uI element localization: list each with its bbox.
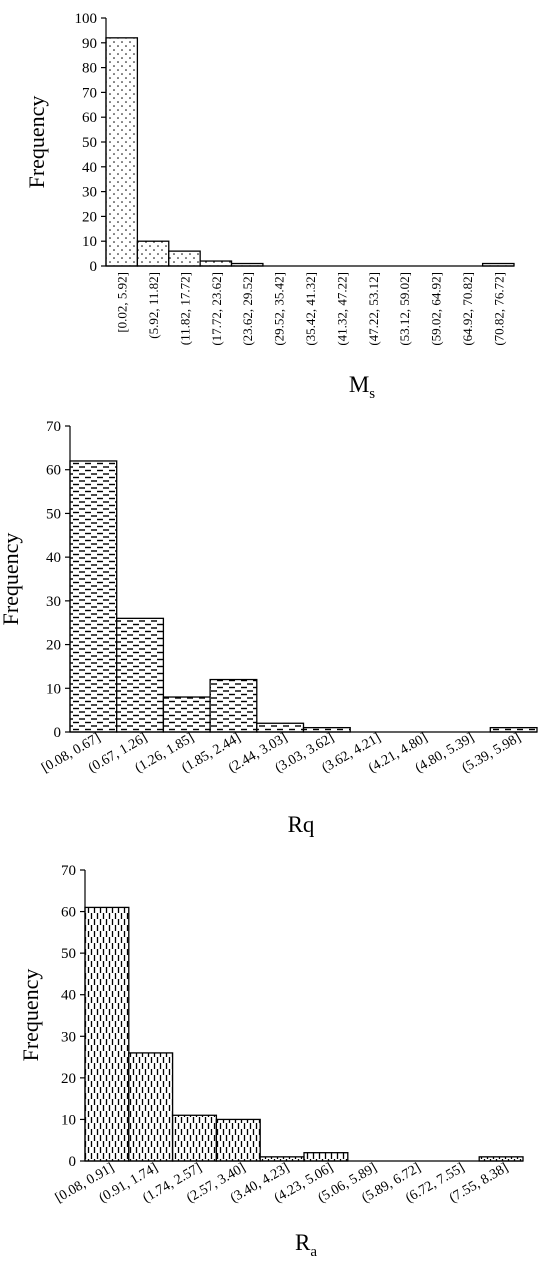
rq-bar bbox=[256, 722, 305, 733]
ra-bar bbox=[171, 1114, 218, 1162]
ms-y-tick-label: 40 bbox=[82, 160, 97, 176]
ra-y-tick-label: 50 bbox=[61, 946, 76, 962]
ms-category-label: (29.52, 35.42] bbox=[272, 272, 287, 346]
rq-y-tick-label: 70 bbox=[46, 419, 61, 435]
ra-bar bbox=[215, 1118, 261, 1162]
rq-y-tick-label: 20 bbox=[46, 638, 61, 654]
ra-bar bbox=[128, 1052, 174, 1162]
ms-category-label: (11.82, 17.72] bbox=[177, 272, 192, 345]
ms-category-label: (5.92, 11.82] bbox=[146, 272, 161, 339]
ms-category-label: (35.42, 41.32] bbox=[303, 272, 318, 346]
rq-bar bbox=[116, 617, 165, 733]
ms-category-label: (23.62, 29.52] bbox=[240, 272, 255, 346]
rq-y-tick-label: 0 bbox=[54, 725, 62, 741]
ra-y-tick-label: 30 bbox=[61, 1029, 76, 1045]
ms-category-label: (53.12, 59.02] bbox=[397, 272, 412, 346]
ms-y-axis-title: Frequency bbox=[24, 96, 49, 189]
rq-bar bbox=[162, 696, 211, 733]
ra-x-axis-title: Ra bbox=[295, 1230, 317, 1260]
ms-category-label: [0.02, 5.92] bbox=[115, 272, 130, 333]
rq-y-tick-label: 60 bbox=[46, 463, 61, 479]
ra-y-tick-label: 70 bbox=[61, 863, 76, 879]
rq-y-tick-label: 50 bbox=[46, 506, 61, 522]
ms-y-tick-label: 90 bbox=[82, 36, 97, 52]
ms-y-tick-label: 60 bbox=[82, 110, 97, 126]
ra-y-tick-label: 40 bbox=[61, 988, 76, 1004]
ra-y-tick-label: 20 bbox=[61, 1071, 76, 1087]
ms-category-label: (70.82, 76.72] bbox=[491, 272, 506, 346]
ms-bar bbox=[199, 260, 233, 267]
rq-x-axis-title: Rq bbox=[288, 812, 315, 837]
ra-x-axis-subscript: a bbox=[310, 1244, 317, 1260]
ms-bar bbox=[136, 240, 170, 267]
ms-y-tick-label: 0 bbox=[90, 259, 98, 275]
rq-y-tick-label: 10 bbox=[46, 681, 61, 697]
ms-category-label: (17.72, 23.62] bbox=[209, 272, 224, 346]
ra-bar bbox=[303, 1152, 349, 1162]
ms-bar bbox=[168, 250, 201, 267]
ms-y-tick-label: 10 bbox=[82, 234, 97, 250]
rq-y-axis-title: Frequency bbox=[0, 533, 23, 626]
ra-y-axis-title: Frequency bbox=[18, 969, 43, 1062]
ra-y-tick-label: 0 bbox=[69, 1154, 77, 1170]
ms-y-tick-label: 30 bbox=[82, 185, 97, 201]
ms-x-axis-subscript: s bbox=[369, 386, 375, 402]
ms-category-label: (41.32, 47.22] bbox=[334, 272, 349, 346]
rq-bar bbox=[69, 460, 118, 733]
ms-bar bbox=[105, 37, 139, 267]
ra-bar bbox=[478, 1156, 524, 1162]
ms-category-label: (59.02, 64.92] bbox=[429, 272, 444, 346]
rq-bar bbox=[209, 678, 258, 733]
ra-y-tick-label: 60 bbox=[61, 905, 76, 921]
ra-y-tick-label: 10 bbox=[61, 1112, 76, 1128]
ms-y-tick-label: 100 bbox=[75, 11, 98, 27]
rq-y-tick-label: 40 bbox=[46, 550, 61, 566]
ms-y-tick-label: 50 bbox=[82, 135, 97, 151]
ms-histogram: 0 10 20 30 40 50 60 70 80 90 100 [0.02, 5.92] (5.92,… bbox=[24, 11, 515, 402]
ms-y-tick-label: 70 bbox=[82, 85, 97, 101]
ra-bar bbox=[259, 1156, 305, 1162]
ra-bar bbox=[84, 906, 130, 1162]
ms-y-tick-label: 20 bbox=[82, 209, 97, 225]
ms-y-tick-label: 80 bbox=[82, 61, 97, 77]
ms-x-axis-title: Ms bbox=[349, 372, 375, 402]
ms-category-label: (64.92, 70.82] bbox=[460, 272, 475, 346]
ms-category-label: (47.22, 53.12] bbox=[366, 272, 381, 346]
rq-y-tick-label: 30 bbox=[46, 594, 61, 610]
